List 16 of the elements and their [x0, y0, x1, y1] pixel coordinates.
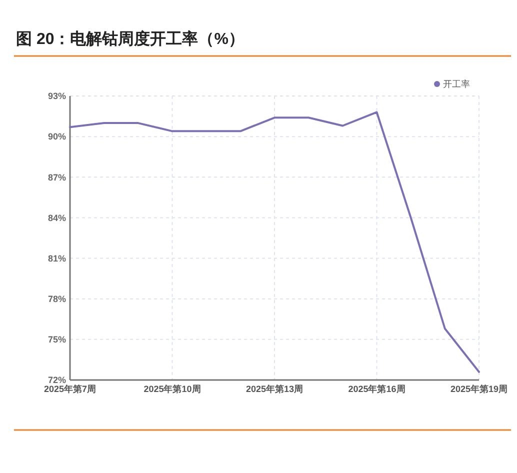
legend-label: 开工率 — [443, 79, 470, 90]
chart-title: 图 20：电解钴周度开工率（%） — [16, 29, 244, 48]
y-tick-label: 87% — [48, 172, 66, 182]
x-tick-label: 2025年第16周 — [348, 384, 406, 394]
y-tick-label: 93% — [48, 91, 66, 102]
y-tick-label: 90% — [48, 132, 66, 142]
y-tick-label: 78% — [48, 294, 66, 304]
x-tick-label: 2025年第7周 — [44, 384, 96, 394]
y-tick-label: 84% — [48, 212, 66, 223]
line-series — [69, 111, 480, 373]
x-tick-label: 2025年第13周 — [246, 384, 304, 394]
y-tick-label: 72% — [48, 375, 66, 386]
x-tick-label: 2025年第19周 — [450, 384, 508, 394]
y-tick-label: 75% — [48, 334, 66, 345]
y-tick-label: 81% — [48, 253, 66, 264]
x-tick-label: 2025年第10周 — [144, 384, 201, 394]
